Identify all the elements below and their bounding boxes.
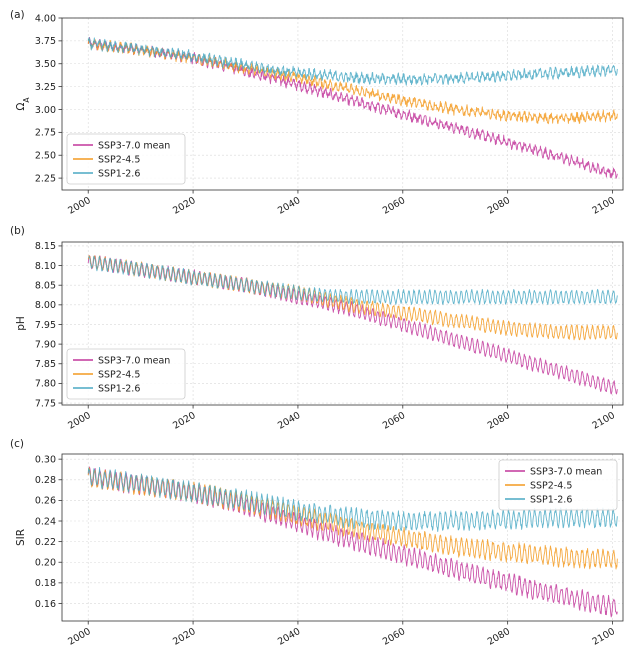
x-tick-label: 2020 bbox=[171, 195, 197, 217]
y-tick-label: 0.26 bbox=[35, 496, 56, 507]
legend-box bbox=[66, 348, 186, 400]
y-tick-label: 0.24 bbox=[35, 516, 56, 527]
series-line-3 bbox=[88, 255, 618, 306]
y-tick-label: 8.05 bbox=[35, 281, 56, 292]
x-tick-label: 2000 bbox=[66, 195, 92, 217]
series-line-2 bbox=[87, 467, 618, 570]
y-tick-label: 7.80 bbox=[35, 379, 56, 390]
panel-1: 2.25 2.50 2.75 3.00 3.25 3.50 3.75 4.00 2000 2020… bbox=[10, 9, 624, 217]
x-tick-label: 2020 bbox=[171, 410, 197, 432]
legend: SSP3-7.0 mean SSP2-4.5 SSP1-2.6 bbox=[66, 348, 186, 400]
x-tick-label: 2100 bbox=[591, 626, 617, 648]
legend-entry: SSP2-4.5 bbox=[98, 154, 140, 165]
legend: SSP3-7.0 mean SSP2-4.5 SSP1-2.6 bbox=[66, 133, 186, 185]
y-tick-label: 2.25 bbox=[35, 173, 56, 184]
legend-entry: SSP1-2.6 bbox=[98, 383, 140, 394]
legend-entry: SSP3-7.0 mean bbox=[98, 140, 170, 151]
y-tick-label: 3.25 bbox=[35, 82, 56, 93]
y-tick-label: 8.00 bbox=[35, 300, 56, 311]
axes-frame bbox=[61, 453, 624, 622]
y-tick-label: 3.75 bbox=[35, 36, 56, 47]
panel-label: (c) bbox=[10, 438, 24, 450]
y-tick-label: 0.28 bbox=[35, 475, 56, 486]
y-tick-label: 8.15 bbox=[35, 241, 56, 252]
y-tick-label: 0.22 bbox=[35, 537, 56, 548]
panel-label: (b) bbox=[10, 225, 25, 237]
axes-frame bbox=[61, 17, 624, 191]
y-tick-label: 7.90 bbox=[35, 339, 56, 350]
x-tick-label: 2100 bbox=[591, 195, 617, 217]
x-tick-label: 2060 bbox=[381, 195, 407, 217]
y-tick-label: 8.10 bbox=[35, 261, 56, 272]
x-tick-label: 2040 bbox=[276, 195, 302, 217]
x-tick-label: 2000 bbox=[66, 626, 92, 648]
y-tick-label: 3.50 bbox=[35, 59, 56, 70]
x-tick-label: 2020 bbox=[171, 626, 197, 648]
legend-box bbox=[66, 133, 186, 185]
y-axis-label: ΩA bbox=[15, 97, 31, 111]
x-tick-label: 2060 bbox=[381, 626, 407, 648]
legend-entry: SSP1-2.6 bbox=[530, 494, 572, 505]
y-tick-label: 7.85 bbox=[35, 359, 56, 370]
panel-2: 7.75 7.80 7.85 7.90 7.95 8.00 8.05 8.10 8.15 2000… bbox=[10, 225, 624, 432]
y-tick-label: 0.18 bbox=[35, 578, 56, 589]
legend-entry: SSP2-4.5 bbox=[530, 480, 572, 491]
legend-entry: SSP3-7.0 mean bbox=[530, 466, 602, 477]
y-tick-label: 3.00 bbox=[35, 105, 56, 116]
x-tick-label: 2060 bbox=[381, 410, 407, 432]
y-tick-label: 4.00 bbox=[35, 13, 56, 24]
y-tick-label: 0.16 bbox=[35, 599, 56, 610]
x-tick-label: 2040 bbox=[276, 410, 302, 432]
panel-label: (a) bbox=[10, 9, 25, 21]
x-tick-label: 2080 bbox=[486, 626, 512, 648]
y-tick-label: 2.50 bbox=[35, 151, 56, 162]
legend-box bbox=[498, 459, 618, 511]
x-tick-label: 2100 bbox=[591, 410, 617, 432]
panel-3: 0.16 0.18 0.20 0.22 0.24 0.26 0.28 0.30 2000 2020… bbox=[10, 438, 624, 648]
y-tick-label: 7.95 bbox=[35, 320, 56, 331]
legend-entry: SSP2-4.5 bbox=[98, 369, 140, 380]
y-tick-label: 0.30 bbox=[35, 454, 56, 465]
y-axis-label: pH bbox=[15, 316, 27, 331]
x-tick-label: 2080 bbox=[486, 195, 512, 217]
x-tick-label: 2040 bbox=[276, 626, 302, 648]
series-line-3 bbox=[87, 36, 618, 86]
legend: SSP3-7.0 mean SSP2-4.5 SSP1-2.6 bbox=[498, 459, 618, 511]
x-tick-label: 2000 bbox=[66, 410, 92, 432]
legend-entry: SSP1-2.6 bbox=[98, 168, 140, 179]
y-tick-label: 2.75 bbox=[35, 128, 56, 139]
y-tick-label: 7.75 bbox=[35, 398, 56, 409]
y-axis-label: SIR bbox=[15, 529, 27, 546]
x-tick-label: 2080 bbox=[486, 410, 512, 432]
legend-entry: SSP3-7.0 mean bbox=[98, 355, 170, 366]
y-tick-label: 0.20 bbox=[35, 558, 56, 569]
axes-frame bbox=[61, 241, 624, 406]
